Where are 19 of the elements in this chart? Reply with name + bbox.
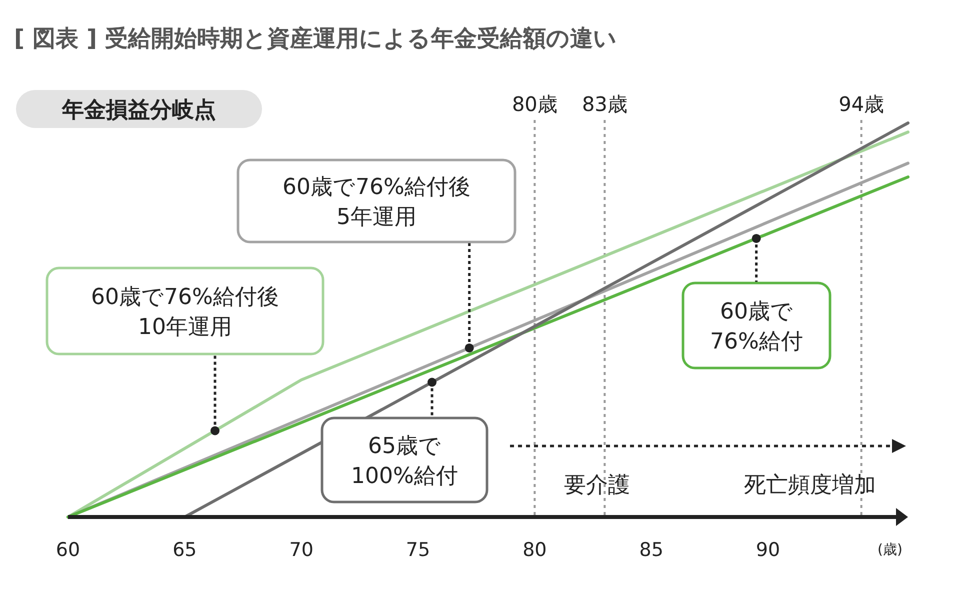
x-tick-label: 90 (756, 539, 780, 561)
ref-line-label: 83歳 (582, 92, 628, 116)
annotation: 要介護 (564, 473, 630, 498)
x-tick-label: 60 (56, 539, 80, 561)
ref-line-label: 80歳 (512, 92, 558, 116)
x-axis-title: (歳) (878, 542, 902, 558)
annotation: 60歳で76%給付後 10年運用 (91, 285, 279, 340)
chart-title: [ 図表 ] 受給開始時期と資産運用による年金受給額の違い (14, 25, 618, 52)
x-tick-label: 85 (639, 539, 664, 561)
annotation: 60歳で 76%給付 (710, 300, 803, 354)
ref-line-label: 94歳 (838, 92, 884, 116)
x-tick-label: 70 (289, 539, 314, 561)
annotation: 65歳で 100%給付 (351, 434, 458, 489)
x-tick-label: 80 (522, 539, 547, 561)
annotation: 死亡頻度増加 (744, 473, 876, 498)
x-tick-label: 65 (172, 539, 197, 561)
x-tick-label: 75 (406, 539, 430, 561)
annotation: 60歳で76%給付後 5年運用 (282, 175, 470, 230)
annotation: 年金損益分岐点 (61, 98, 216, 123)
